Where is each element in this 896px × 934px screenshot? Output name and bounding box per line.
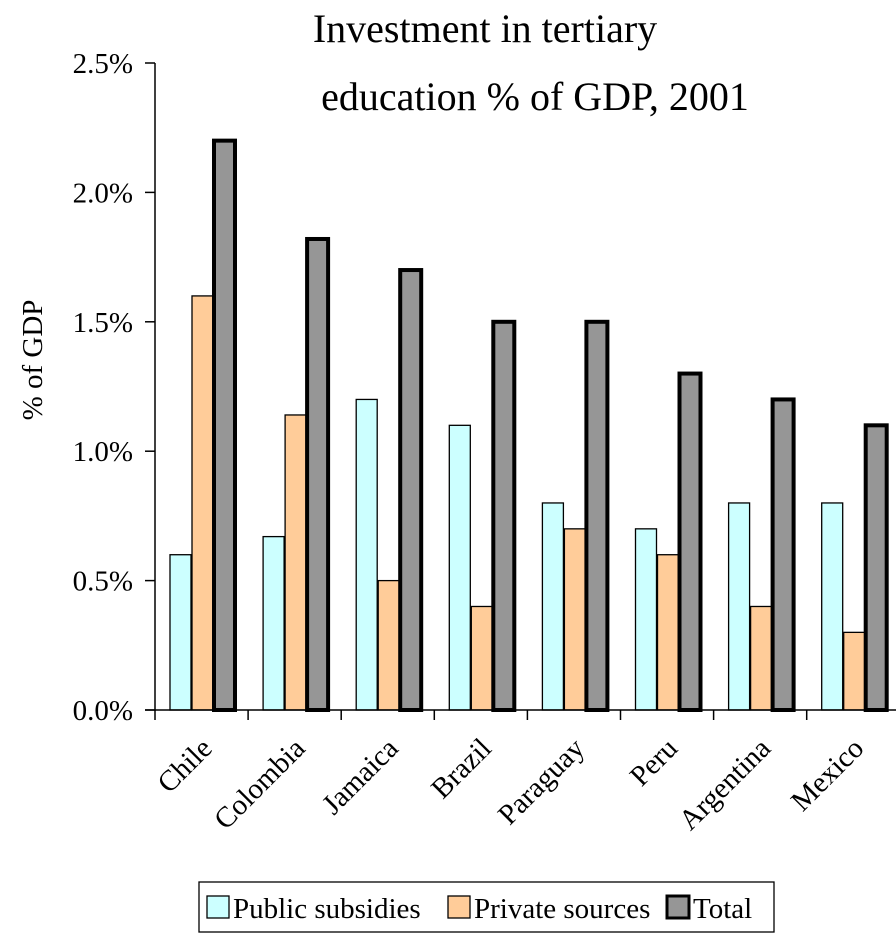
- bar-paraguay-total: [584, 319, 610, 712]
- bar-brazil-public: [448, 424, 471, 711]
- legend: Public subsidies Private sources Total: [198, 881, 775, 933]
- legend-label-private: Private sources: [474, 893, 650, 925]
- bar-brazil-private: [470, 605, 493, 711]
- legend-swatch-total: [665, 894, 691, 920]
- bar-argentina-private: [749, 605, 773, 711]
- bar-colombia-public: [262, 535, 285, 711]
- bar-peru-private: [656, 554, 680, 711]
- legend-swatch-private: [447, 895, 471, 919]
- y-tick-label: 1.0%: [73, 436, 133, 468]
- bars: [169, 138, 889, 712]
- y-tick-label: 1.5%: [73, 307, 133, 339]
- y-axis-ticks: 0.0% 0.5% 1.0% 1.5% 2.0% 2.5%: [73, 48, 155, 727]
- x-tick-label-mexico: Mexico: [785, 732, 870, 817]
- x-tick-label-paraguay: Paraguay: [492, 732, 591, 831]
- bar-peru-total: [677, 371, 703, 712]
- chart-title-line-2: education % of GDP, 2001: [321, 74, 749, 119]
- bar-argentina-total: [770, 397, 796, 712]
- bar-jamaica-total: [398, 268, 424, 712]
- bar-colombia-total: [305, 236, 331, 712]
- legend-label-public: Public subsidies: [233, 893, 421, 925]
- legend-swatch-public: [206, 895, 230, 919]
- x-tick-label-peru: Peru: [624, 732, 684, 792]
- bar-mexico-private: [843, 631, 866, 711]
- bar-colombia-private: [284, 414, 307, 711]
- x-tick-label-colombia: Colombia: [208, 732, 312, 836]
- y-tick-label: 2.5%: [73, 48, 133, 80]
- bar-chile-public: [169, 554, 192, 711]
- x-tick-label-jamaica: Jamaica: [316, 732, 405, 821]
- x-tick-label-chile: Chile: [151, 732, 218, 799]
- y-axis-label: % of GDP: [17, 300, 49, 421]
- bar-peru-public: [634, 528, 658, 711]
- x-tick-label-brazil: Brazil: [425, 732, 498, 805]
- chart-title: Investment in tertiary education % of GD…: [313, 6, 749, 119]
- y-tick-label: 0.0%: [73, 695, 133, 727]
- bar-jamaica-private: [377, 579, 400, 711]
- bar-argentina-public: [727, 502, 751, 711]
- y-tick-label: 0.5%: [73, 566, 133, 598]
- bar-chile-total: [212, 138, 237, 712]
- axes: [145, 63, 896, 720]
- bar-paraguay-public: [541, 502, 565, 711]
- bar-mexico-public: [821, 502, 844, 711]
- x-tick-label-argentina: Argentina: [673, 732, 777, 836]
- chart-title-line-1: Investment in tertiary: [313, 6, 657, 51]
- bar-chile-private: [191, 295, 214, 711]
- y-tick-label: 2.0%: [73, 177, 133, 209]
- bar-mexico-total: [863, 423, 889, 712]
- bar-jamaica-public: [355, 398, 378, 711]
- bar-brazil-total: [491, 319, 517, 712]
- bar-paraguay-private: [563, 528, 587, 711]
- legend-label-total: Total: [693, 893, 752, 925]
